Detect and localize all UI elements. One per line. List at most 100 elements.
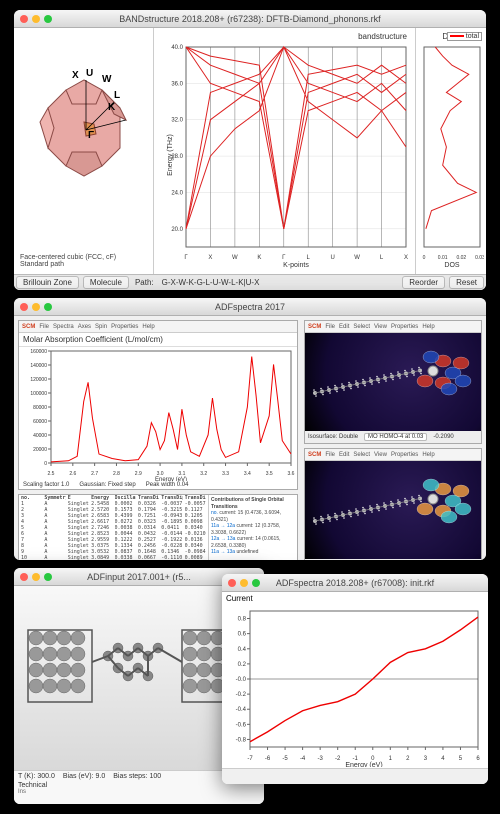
svg-text:-3: -3	[317, 756, 323, 762]
temperature-field[interactable]: T (K): 300.0	[18, 773, 55, 780]
orbital-panel-1[interactable]: SCM File Edit Select View Properties Hel…	[304, 320, 482, 444]
svg-text:K: K	[257, 255, 261, 261]
svg-text:0.6: 0.6	[238, 632, 247, 638]
spectrum-title: Molar Absorption Coefficient (L/mol/cm)	[19, 333, 297, 347]
svg-text:40000: 40000	[33, 433, 47, 439]
svg-text:80000: 80000	[33, 405, 47, 411]
svg-text:-0.4: -0.4	[236, 707, 247, 713]
svg-text:X: X	[208, 255, 212, 261]
iv-panel-title: Current	[222, 592, 488, 605]
svg-text:-7: -7	[247, 756, 253, 762]
orb2-viewport[interactable]	[305, 461, 481, 559]
svg-text:160000: 160000	[30, 349, 47, 355]
menu-edit[interactable]: Edit	[339, 324, 349, 330]
svg-text:100000: 100000	[30, 391, 47, 397]
svg-text:-5: -5	[282, 756, 288, 762]
bz-U-label: U	[86, 68, 93, 79]
spectrum-panel[interactable]: SCM File Spectra Axes Spin Properties He…	[18, 320, 298, 490]
svg-text:Energy (eV): Energy (eV)	[155, 477, 187, 481]
zoom-icon[interactable]	[44, 303, 52, 311]
menu-help[interactable]: Help	[142, 324, 154, 330]
titlebar[interactable]: ADFspectra 2017	[14, 298, 486, 316]
close-icon[interactable]	[228, 579, 236, 587]
menu-help[interactable]: Help	[422, 452, 434, 458]
menu-properties[interactable]: Properties	[391, 324, 418, 330]
bias-field[interactable]: Bias (eV): 9.0	[63, 773, 105, 780]
menu-help[interactable]: Help	[422, 324, 434, 330]
menu-file[interactable]: File	[39, 324, 49, 330]
orb1-viewport[interactable]	[305, 333, 481, 431]
transitions-table[interactable]: no.SymmetryEEnergyOscillator StrengthTra…	[18, 494, 298, 560]
window-title: ADFspectra 2018.208+ (r67008): init.rkf	[276, 578, 434, 588]
zoom-icon[interactable]	[44, 15, 52, 23]
svg-text:0.03: 0.03	[475, 255, 484, 261]
svg-text:K-points: K-points	[283, 262, 309, 269]
menu-spin[interactable]: Spin	[95, 324, 107, 330]
titlebar[interactable]: BANDstructure 2018.208+ (r67238): DFTB-D…	[14, 10, 486, 28]
traffic-lights	[228, 579, 260, 587]
svg-text:0: 0	[44, 461, 47, 467]
bz-W-label: W	[102, 74, 112, 85]
window-title: ADFinput 2017.001+ (r5...	[87, 572, 191, 582]
titlebar[interactable]: ADFspectra 2018.208+ (r67008): init.rkf	[222, 574, 488, 592]
svg-text:-0.2: -0.2	[236, 692, 247, 698]
svg-text:0.2: 0.2	[238, 662, 247, 668]
minimize-icon[interactable]	[240, 579, 248, 587]
reorder-button[interactable]: Reorder	[402, 276, 445, 289]
minimize-icon[interactable]	[32, 303, 40, 311]
menu-view[interactable]: View	[374, 324, 387, 330]
dos-panel[interactable]: DOS total 00.010.020.03DOS	[416, 28, 486, 274]
orb1-menubar: SCM File Edit Select View Properties Hel…	[305, 321, 481, 333]
bandstructure-panel[interactable]: bandstructure 20.024.028.032.036.040.0ΓX…	[154, 28, 416, 274]
svg-text:3.2: 3.2	[200, 471, 207, 477]
zoom-icon[interactable]	[44, 573, 52, 581]
scaling-factor: Scaling factor 1.0	[23, 482, 69, 488]
svg-text:60000: 60000	[33, 419, 47, 425]
tab-molecule[interactable]: Molecule	[83, 276, 129, 289]
menu-properties[interactable]: Properties	[111, 324, 138, 330]
svg-text:36.0: 36.0	[171, 81, 183, 87]
bias-steps-field[interactable]: Bias steps: 100	[113, 773, 161, 780]
menu-edit[interactable]: Edit	[339, 452, 349, 458]
scm-brand[interactable]: SCM	[308, 324, 321, 330]
menu-spectra[interactable]: Spectra	[53, 324, 74, 330]
minimize-icon[interactable]	[32, 15, 40, 23]
orbital-panel-2[interactable]: SCM File Edit Select View Properties Hel…	[304, 448, 482, 560]
close-icon[interactable]	[20, 303, 28, 311]
menu-properties[interactable]: Properties	[391, 452, 418, 458]
svg-text:-6: -6	[265, 756, 271, 762]
menu-file[interactable]: File	[325, 452, 335, 458]
close-icon[interactable]	[20, 573, 28, 581]
peak-width: Peak width 0.04	[146, 482, 189, 488]
menu-view[interactable]: View	[374, 452, 387, 458]
menu-select[interactable]: Select	[353, 324, 370, 330]
svg-text:Γ: Γ	[184, 255, 188, 261]
band-tabbar: Brillouin Zone Molecule Path: G-X-W-K-G-…	[14, 274, 486, 290]
svg-text:W: W	[354, 255, 360, 261]
bz-lattice-label: Face-centered cubic (FCC, cF) Standard p…	[20, 254, 116, 268]
ins-label: Ins	[18, 789, 260, 795]
tab-brillouin-zone[interactable]: Brillouin Zone	[16, 276, 79, 289]
minimize-icon[interactable]	[32, 573, 40, 581]
brillouin-zone-panel[interactable]: X U W L K Γ Face-centered cubic (FCC, cF…	[14, 28, 154, 274]
lineshape: Gaussian: Fixed step	[79, 482, 135, 488]
svg-text:U: U	[330, 255, 334, 261]
svg-text:2.8: 2.8	[113, 471, 120, 477]
menu-select[interactable]: Select	[353, 452, 370, 458]
zoom-icon[interactable]	[252, 579, 260, 587]
technical-label: Technical	[18, 782, 47, 789]
scm-brand[interactable]: SCM	[308, 452, 321, 458]
svg-text:3: 3	[424, 756, 428, 762]
table-row[interactable]: 10ASinglet3.08490.03380.0667-0.11100.008…	[19, 555, 208, 560]
svg-text:2: 2	[406, 756, 410, 762]
close-icon[interactable]	[20, 15, 28, 23]
reset-button[interactable]: Reset	[449, 276, 484, 289]
svg-text:3.5: 3.5	[266, 471, 273, 477]
scm-brand[interactable]: SCM	[22, 324, 35, 330]
orb1-iso-field[interactable]: MO HOMO-4 at 0.03	[364, 433, 427, 441]
menu-axes[interactable]: Axes	[78, 324, 91, 330]
svg-text:120000: 120000	[30, 377, 47, 383]
menu-file[interactable]: File	[325, 324, 335, 330]
svg-text:-0.0: -0.0	[236, 677, 247, 683]
svg-text:5: 5	[459, 756, 463, 762]
